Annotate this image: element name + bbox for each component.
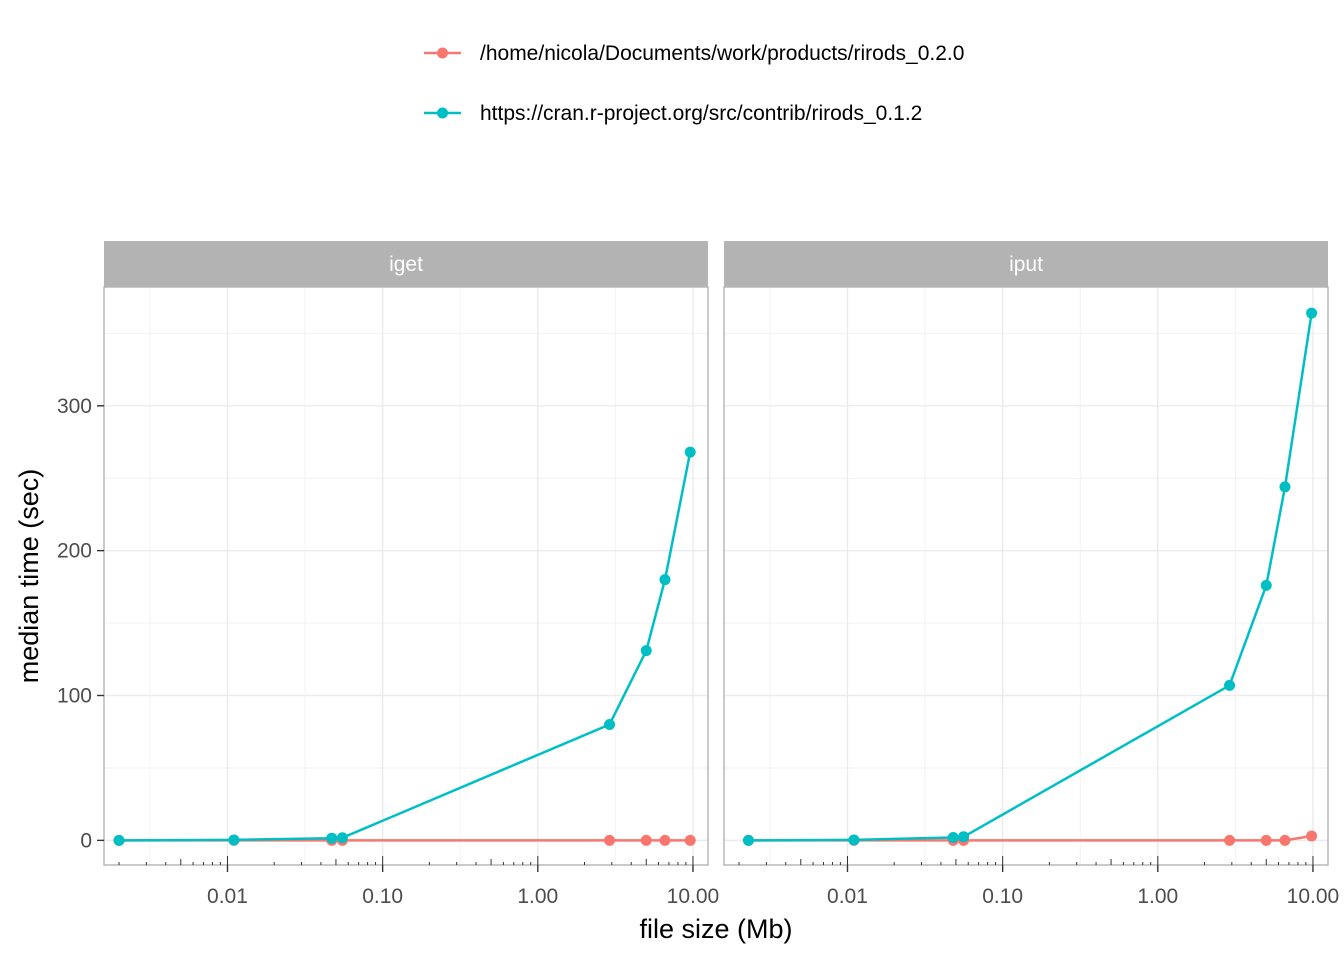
x-tick-label: 0.01 bbox=[827, 885, 868, 908]
y-axis: 0 100 200 300 bbox=[57, 395, 104, 852]
y-axis-title: median time (sec) bbox=[14, 469, 44, 684]
data-point bbox=[1224, 679, 1236, 691]
data-point bbox=[659, 574, 671, 586]
data-point bbox=[684, 834, 696, 846]
data-point bbox=[742, 834, 754, 846]
x-axis: 0.01 0.10 1.00 10.00 bbox=[738, 856, 1340, 908]
y-tick-label: 200 bbox=[57, 540, 92, 563]
data-point bbox=[326, 832, 338, 844]
data-point bbox=[604, 834, 616, 846]
data-point bbox=[659, 834, 671, 846]
y-tick-label: 100 bbox=[57, 685, 92, 708]
data-point bbox=[336, 832, 348, 844]
series-rirods-0-1-2 bbox=[113, 446, 696, 846]
data-point bbox=[1224, 834, 1236, 846]
data-point bbox=[604, 718, 616, 730]
strip-label: iput bbox=[1009, 253, 1043, 276]
x-tick-label: 1.00 bbox=[517, 885, 558, 908]
data-point bbox=[1260, 834, 1272, 846]
data-point bbox=[958, 831, 970, 843]
panel-background bbox=[724, 287, 1328, 865]
minor-gridlines bbox=[104, 287, 708, 865]
data-point bbox=[640, 645, 652, 657]
minor-gridlines bbox=[724, 287, 1328, 865]
series-line bbox=[118, 451, 692, 842]
data-point bbox=[1279, 481, 1291, 493]
panel-iget: iget 0.01 0.10 1.00 10.00 bbox=[103, 241, 720, 908]
legend-item: https://cran.r-project.org/src/contrib/r… bbox=[424, 102, 922, 125]
strip-background bbox=[104, 241, 708, 287]
legend-item: /home/nicola/Documents/work/products/rir… bbox=[424, 42, 964, 65]
data-point bbox=[1306, 307, 1318, 319]
legend-label: https://cran.r-project.org/src/contrib/r… bbox=[480, 102, 922, 125]
data-point bbox=[113, 834, 125, 846]
x-tick-label: 0.01 bbox=[207, 885, 248, 908]
y-tick-label: 0 bbox=[80, 829, 92, 852]
panel-background bbox=[104, 287, 708, 865]
data-point bbox=[640, 834, 652, 846]
strip-label: iget bbox=[389, 253, 423, 276]
x-tick-label: 10.00 bbox=[1287, 885, 1340, 908]
legend: /home/nicola/Documents/work/products/rir… bbox=[424, 42, 964, 125]
data-point bbox=[947, 831, 959, 843]
major-gridlines bbox=[724, 287, 1328, 865]
data-point bbox=[1260, 579, 1272, 591]
x-tick-label: 1.00 bbox=[1137, 885, 1178, 908]
panel-iput: iput 0.01 0.10 1.00 10.00 bbox=[723, 241, 1340, 908]
data-point bbox=[228, 834, 240, 846]
x-axis-title: file size (Mb) bbox=[639, 914, 792, 944]
facet-panels: iget 0.01 0.10 1.00 10.00 iput 0.01 0.10 1.00 10.… bbox=[57, 241, 1339, 908]
data-point bbox=[1306, 830, 1318, 842]
legend-label: /home/nicola/Documents/work/products/rir… bbox=[480, 42, 964, 65]
strip-background bbox=[724, 241, 1328, 287]
series-line bbox=[748, 312, 1313, 842]
series-rirods-0-1-2 bbox=[742, 307, 1318, 846]
data-point bbox=[1279, 834, 1291, 846]
x-axis: 0.01 0.10 1.00 10.00 bbox=[118, 856, 720, 908]
data-point bbox=[684, 446, 696, 458]
x-tick-label: 0.10 bbox=[982, 885, 1023, 908]
major-gridlines bbox=[104, 287, 708, 865]
x-tick-label: 0.10 bbox=[362, 885, 403, 908]
legend-key-point bbox=[437, 107, 448, 119]
y-tick-label: 300 bbox=[57, 395, 92, 418]
x-tick-label: 10.00 bbox=[667, 885, 720, 908]
data-point bbox=[848, 834, 860, 846]
legend-key-point bbox=[437, 47, 448, 59]
